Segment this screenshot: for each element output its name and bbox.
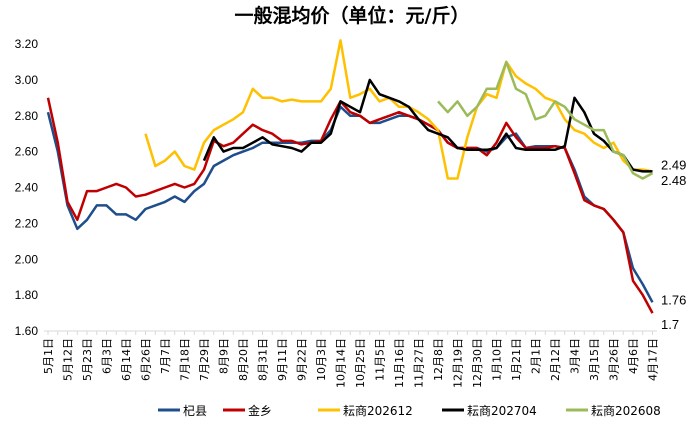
x-tick-label: 7月18日 (179, 338, 192, 381)
legend-label: 金乡 (248, 403, 272, 418)
x-tick-label: 5月12日 (62, 338, 75, 381)
x-tick-label: 2月1日 (530, 338, 543, 374)
x-tick-label: 1月21日 (510, 338, 523, 381)
x-tick-label: 4月6日 (627, 338, 640, 374)
y-tick-label: 2.60 (15, 145, 39, 159)
end-label: 2.48 (661, 173, 686, 188)
x-tick-label: 6月3日 (101, 338, 114, 374)
x-tick-label: 8月31日 (257, 338, 270, 381)
x-tick-label: 2月12日 (549, 338, 562, 381)
x-tick-label: 5月23日 (81, 338, 94, 381)
series-line-3 (202, 78, 653, 173)
chart-title: 一般混均价（单位：元/斤） (235, 4, 470, 27)
x-tick-label: 7月7日 (159, 338, 172, 374)
y-tick-label: 2.80 (15, 109, 39, 123)
end-label: 2.49 (661, 157, 686, 172)
x-tick-label: 8月20日 (237, 338, 250, 381)
x-tick-label: 10月25日 (354, 338, 367, 388)
legend-label: 耘商202612 (343, 403, 413, 418)
series-line-2 (144, 39, 653, 180)
x-tick-label: 10月14日 (335, 338, 348, 388)
x-tick-label: 1月10日 (491, 338, 504, 381)
plot-area (46, 39, 654, 314)
y-tick-label: 2.00 (15, 252, 39, 266)
legend-label: 耘商202608 (591, 403, 661, 418)
y-tick-label: 3.20 (15, 37, 39, 51)
x-tick-label: 3月26日 (608, 338, 621, 381)
x-tick-label: 11月27日 (413, 338, 426, 388)
legend: 杞县 金乡 耘商202612 耘商202704 耘商202608 (158, 403, 661, 418)
x-tick-label: 4月17日 (647, 338, 660, 381)
x-tick-label: 9月11日 (276, 338, 289, 381)
y-tick-label: 1.80 (15, 288, 39, 302)
legend-label: 杞县 (183, 404, 207, 418)
x-tick-label: 6月14日 (120, 338, 133, 381)
x-tick-label: 10月3日 (315, 338, 328, 381)
y-tick-label: 2.40 (15, 181, 39, 195)
series-line-0 (46, 105, 654, 303)
x-tick-label: 3月4日 (569, 338, 582, 374)
series-line-4 (437, 60, 654, 180)
legend-label: 耘商202704 (467, 403, 537, 418)
x-tick-label: 11月16日 (393, 338, 406, 388)
x-tick-label: 12月30日 (471, 338, 484, 388)
end-label: 1.76 (661, 292, 686, 307)
x-tick-label: 12月19日 (452, 338, 465, 388)
end-labels: 1.76 1.7 2.492.48 (661, 157, 686, 332)
x-tick-label: 8月9日 (218, 338, 231, 374)
x-tick-label: 7月29日 (198, 338, 211, 381)
series-line-1 (46, 97, 654, 314)
x-tick-label: 11月5日 (374, 338, 387, 381)
x-tick-label: 6月26日 (140, 338, 153, 381)
end-label: 1.7 (661, 317, 679, 332)
y-tick-label: 2.20 (15, 216, 39, 230)
y-axis: 1.60 1.80 2.00 2.20 2.40 2.60 2.80 3.00 3.20 (15, 37, 39, 338)
x-tick-label: 12月8日 (432, 338, 445, 381)
x-tick-label: 9月22日 (296, 338, 309, 381)
x-tick-label: 5月1日 (42, 338, 55, 374)
y-tick-label: 3.00 (15, 73, 39, 87)
y-tick-label: 1.60 (15, 324, 39, 338)
x-axis: 5月1日 5月12日 5月23日 6月3日 6月14日 6月26日 7月7日 7月18日 7月2… (42, 331, 660, 388)
x-tick-label: 3月15日 (588, 338, 601, 381)
